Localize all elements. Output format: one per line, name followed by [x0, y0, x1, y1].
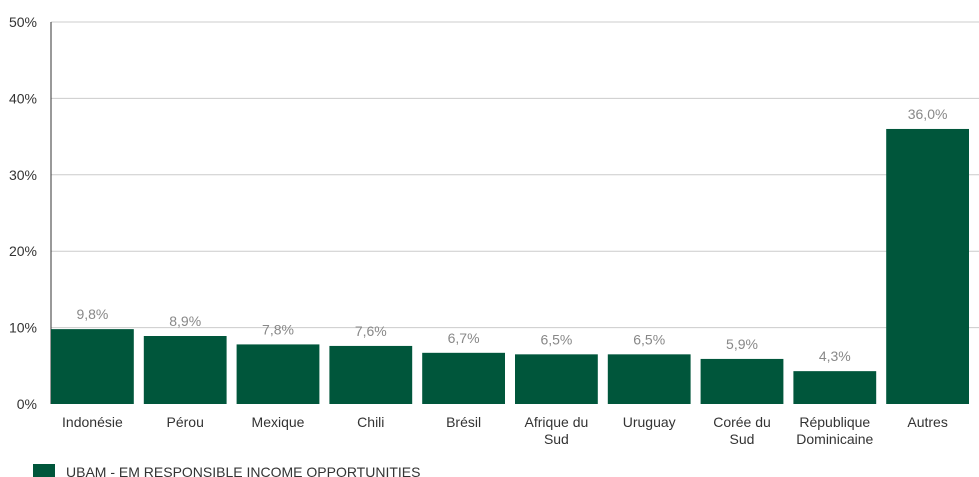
bar [236, 344, 320, 404]
y-axis-tick-labels: 0% 10% 20% 30% 40% 50% [9, 14, 37, 412]
bar [143, 336, 227, 404]
bar [51, 329, 134, 404]
data-label: 6,5% [633, 331, 665, 347]
category-label: Corée du Sud [713, 414, 771, 447]
bar [422, 352, 505, 404]
data-label: 5,9% [726, 336, 758, 352]
data-label: 8,9% [169, 313, 201, 329]
legend-swatch [33, 464, 55, 477]
gridlines [51, 21, 979, 329]
category-label: Autres [907, 414, 947, 430]
data-label: 7,6% [355, 323, 387, 339]
category-label: Mexique [252, 414, 305, 430]
category-label: Indonésie [62, 414, 123, 430]
y-tick-label: 50% [9, 14, 37, 30]
y-tick-label: 30% [9, 167, 37, 183]
data-label: 36,0% [908, 106, 948, 122]
y-tick-label: 10% [9, 320, 37, 336]
category-label: République Dominicaine [796, 414, 873, 447]
y-tick-label: 20% [9, 243, 37, 259]
bar [700, 358, 784, 404]
bar [329, 345, 413, 404]
bars [51, 128, 969, 404]
category-label: Afrique du Sud [524, 414, 588, 447]
bar [793, 371, 877, 404]
data-label: 9,8% [76, 306, 108, 322]
category-label: Uruguay [623, 414, 676, 430]
bar [607, 354, 691, 404]
data-label: 4,3% [819, 348, 851, 364]
bar [515, 354, 598, 404]
data-label: 7,8% [262, 321, 294, 337]
category-label: Brésil [446, 414, 481, 430]
category-label: Chili [357, 414, 384, 430]
y-tick-label: 40% [9, 90, 37, 106]
x-axis-category-labels: Indonésie Pérou Mexique Chili Brésil Afrique … [62, 414, 948, 447]
data-label: 6,5% [540, 331, 572, 347]
data-label: 6,7% [448, 330, 480, 346]
legend-label: UBAM - EM RESPONSIBLE INCOME OPPORTUNITI… [66, 464, 420, 477]
bar [886, 128, 969, 404]
data-labels: 9,8% 8,9% 7,8% 7,6% 6,7% 6,5% 6,5% 5,9% 4,3% 36,0… [76, 106, 947, 364]
y-tick-label: 0% [17, 396, 37, 412]
category-label: Pérou [167, 414, 204, 430]
legend: UBAM - EM RESPONSIBLE INCOME OPPORTUNITI… [33, 464, 420, 477]
